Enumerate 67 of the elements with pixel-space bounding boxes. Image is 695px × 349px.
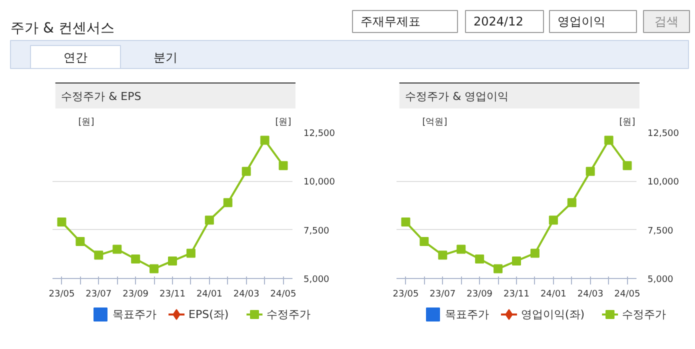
y-axis-title: [원] — [78, 118, 94, 128]
x-tick-label: 24/01 — [196, 290, 222, 300]
legend-label: 목표주가 — [445, 308, 489, 321]
point — [57, 218, 66, 227]
text: 2024/12 — [474, 14, 524, 28]
x-tick-label: 23/09 — [466, 290, 493, 300]
y2-axis-title: [원] — [275, 118, 292, 128]
x-tick-label: 24/05 — [270, 290, 296, 300]
x-tick-label: 23/09 — [122, 290, 149, 300]
legend-label: 수정주가 — [266, 308, 310, 321]
x-tick-label: 23/07 — [430, 290, 456, 300]
x-tick-label: 23/11 — [504, 290, 530, 300]
y2-tick-label: 5,000 — [304, 275, 330, 285]
point — [604, 136, 614, 145]
legend-label: 목표주가 — [112, 308, 156, 321]
legend-label: 수정주가 — [622, 308, 666, 321]
point — [530, 248, 540, 258]
chart-title: 수정주가 & EPS — [61, 90, 142, 103]
point — [401, 218, 410, 227]
y2-tick-label: 10,000 — [648, 178, 680, 188]
y2-tick-label: 12,500 — [304, 129, 336, 139]
point — [260, 136, 270, 145]
point — [242, 166, 251, 176]
y2-tick-label: 7,500 — [304, 226, 330, 236]
point — [586, 166, 595, 176]
x-tick-label: 23/05 — [392, 290, 419, 300]
y2-tick-label: 12,500 — [648, 129, 680, 139]
x-tick-label: 24/03 — [577, 290, 604, 300]
point — [512, 256, 521, 266]
text: 연간 — [64, 50, 88, 64]
point — [150, 264, 159, 274]
x-tick-label: 23/05 — [48, 290, 75, 300]
x-tick-label: 24/01 — [540, 290, 566, 300]
point — [94, 250, 104, 260]
legend-label: EPS(좌) — [188, 308, 229, 321]
text: 영업이익 — [558, 14, 606, 28]
point — [475, 254, 484, 264]
text: 주재무제표 — [360, 14, 420, 28]
point — [548, 216, 558, 225]
point — [567, 198, 576, 208]
x-tick-label: 24/03 — [233, 290, 260, 300]
point — [76, 237, 85, 246]
text: 주가 & 컨센서스 — [10, 20, 114, 36]
point — [204, 216, 214, 225]
legend-label: 영업이익(좌) — [521, 308, 585, 321]
point — [131, 254, 140, 264]
y2-axis-title: [원] — [619, 118, 636, 128]
y2-tick-label: 10,000 — [304, 178, 336, 188]
point — [112, 244, 122, 254]
point — [438, 250, 448, 260]
x-tick-label: 23/11 — [160, 290, 186, 300]
chart-title: 수정주가 & 영업이익 — [405, 90, 509, 103]
point — [186, 248, 196, 258]
text: 분기 — [154, 50, 178, 64]
point — [456, 244, 466, 254]
point — [278, 161, 288, 170]
point — [223, 198, 232, 208]
point — [420, 237, 429, 246]
y-axis-title: [억원] — [422, 118, 448, 128]
y2-tick-label: 7,500 — [648, 226, 674, 236]
point — [622, 161, 632, 170]
y2-tick-label: 5,000 — [648, 275, 674, 285]
x-tick-label: 24/05 — [614, 290, 640, 300]
point — [168, 256, 177, 266]
text: 검색 — [654, 14, 678, 28]
point — [494, 264, 503, 274]
x-tick-label: 23/07 — [86, 290, 112, 300]
